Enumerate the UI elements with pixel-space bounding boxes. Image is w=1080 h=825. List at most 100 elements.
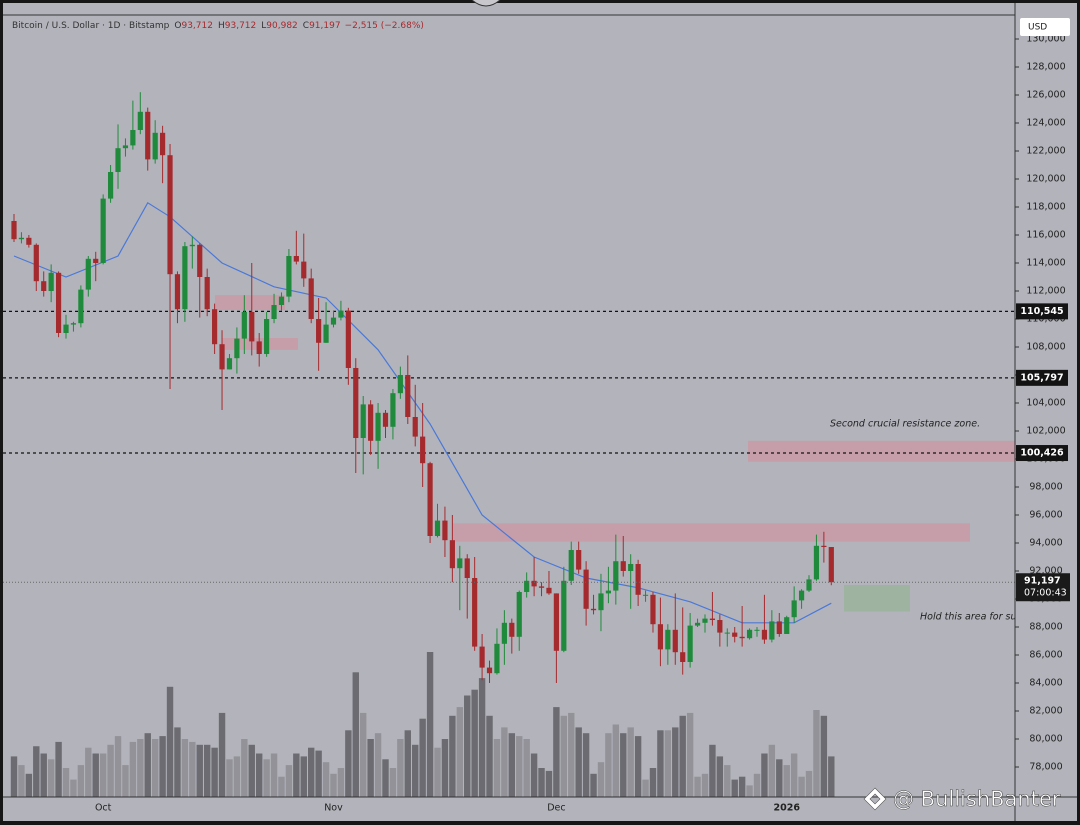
candle-body	[130, 129, 136, 146]
volume-bar	[768, 744, 776, 797]
volume-bar	[360, 712, 367, 797]
candle-body	[293, 255, 299, 262]
volume-bar	[144, 733, 151, 797]
level-label: 110,545	[1020, 306, 1063, 317]
candle-body	[486, 667, 493, 674]
candle-body	[531, 580, 537, 587]
candle-body	[509, 622, 515, 637]
candle-body	[583, 569, 589, 609]
volume-bar	[196, 744, 203, 797]
candle-body	[717, 619, 723, 633]
volume-bar	[270, 753, 278, 797]
candle-body	[182, 246, 188, 310]
volume-bar	[582, 733, 590, 797]
volume-bar	[211, 747, 218, 797]
volume-bar	[798, 776, 805, 797]
volume-bar	[397, 739, 404, 797]
candle-body	[26, 237, 32, 245]
volume-bar	[263, 759, 270, 797]
zone	[215, 295, 285, 311]
volume-bar	[352, 672, 359, 797]
candle-body	[375, 412, 381, 441]
candle-body	[271, 304, 277, 319]
candle-body	[338, 310, 344, 318]
volume-bar	[248, 744, 255, 797]
volume-bar	[672, 727, 679, 797]
volume-bar	[99, 753, 107, 797]
candle-body	[41, 281, 47, 291]
volume-bar	[664, 730, 672, 797]
candle-body	[635, 563, 641, 595]
candle-body	[204, 276, 210, 310]
ohlc-key: C	[303, 21, 309, 31]
candle-body	[828, 547, 834, 583]
volume-bar	[33, 746, 40, 797]
volume-bar	[389, 768, 397, 797]
volume-bar	[18, 765, 25, 797]
candle-body	[397, 374, 403, 394]
volume-bar	[77, 765, 85, 797]
ohlc-value: 90,982	[266, 21, 298, 31]
countdown: 07:00:43	[1024, 588, 1067, 599]
volume-bar	[568, 712, 575, 797]
candle-body	[613, 561, 619, 591]
y-tick-label: 126,000	[1026, 89, 1065, 100]
volume-bar	[449, 715, 456, 797]
candle-body	[100, 198, 106, 263]
candle-body	[427, 463, 433, 536]
candle-body	[657, 624, 664, 650]
candle-body	[761, 629, 768, 640]
y-tick-label: 130,000	[1026, 33, 1065, 44]
candle-body	[732, 632, 738, 637]
candle-body	[605, 590, 611, 594]
currency: USD	[1028, 23, 1047, 33]
candle-body	[55, 272, 62, 333]
candle-body	[174, 274, 181, 310]
candle-body	[360, 404, 366, 438]
volume-bar	[620, 733, 627, 797]
volume-bar	[820, 715, 828, 797]
currency-box[interactable]	[1020, 18, 1070, 36]
candle-body	[420, 436, 426, 464]
candle-body	[412, 416, 418, 437]
volume-bar	[404, 730, 411, 797]
volume-bar	[486, 715, 493, 797]
candle-body	[93, 258, 99, 263]
candle-body	[405, 374, 411, 417]
candle-body	[746, 629, 753, 639]
level-label: 100,426	[1020, 448, 1064, 459]
y-tick-label: 124,000	[1026, 117, 1065, 128]
x-tick-label: Dec	[547, 803, 565, 814]
ohlc-value: 91,197	[309, 21, 341, 31]
plot-background	[3, 3, 1077, 821]
candle-body	[11, 220, 17, 240]
candle-body	[754, 629, 760, 631]
zone	[452, 523, 970, 542]
candle-body	[479, 646, 485, 668]
candle-body	[368, 404, 374, 441]
volume-bar	[426, 652, 434, 797]
y-tick-label: 118,000	[1026, 201, 1065, 212]
candle-body	[278, 296, 285, 305]
x-tick-label: 2026	[773, 803, 800, 814]
annotation: Hold this area for su	[920, 612, 1016, 623]
volume-bar	[419, 718, 426, 797]
candle-body	[776, 621, 782, 634]
price-axis: 78,00080,00082,00084,00086,00088,00090,0…	[1015, 33, 1066, 772]
volume-bar	[159, 736, 166, 797]
watermark-icon	[863, 787, 887, 811]
candle-body	[212, 309, 218, 345]
volume-bar	[501, 727, 508, 797]
candle-body	[390, 393, 396, 427]
y-tick-label: 88,000	[1029, 621, 1062, 632]
ohlc-value: 93,712	[225, 21, 257, 31]
volume-bar	[166, 686, 174, 797]
volume-bar	[679, 715, 686, 797]
candle-body	[806, 579, 812, 591]
candle-body	[286, 255, 292, 297]
header: Bitcoin / U.S. Dollar · 1D · Bitstamp O93…	[12, 21, 424, 31]
candle-body	[264, 318, 270, 354]
candle-body	[538, 586, 545, 588]
volume-bar	[493, 739, 501, 797]
